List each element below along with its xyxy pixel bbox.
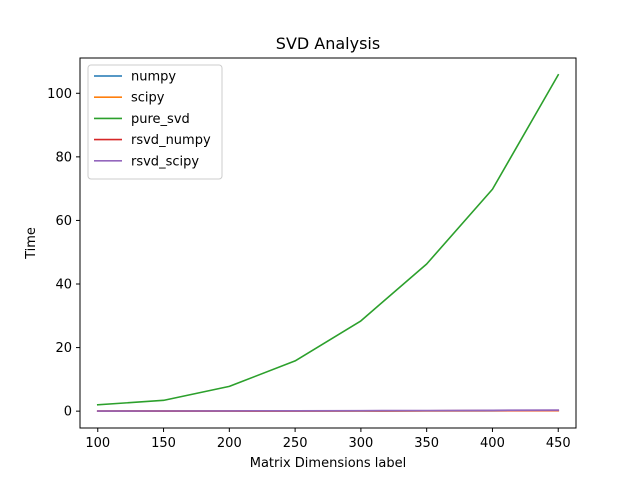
x-tick-label: 300 [348, 436, 373, 451]
x-tick-label: 250 [283, 436, 308, 451]
legend-frame [87, 64, 223, 180]
x-tick-label: 100 [85, 436, 110, 451]
x-axis-label: Matrix Dimensions label [250, 456, 407, 471]
x-tick-label: 450 [546, 436, 571, 451]
y-tick-label: 100 [47, 87, 72, 102]
x-axis-ticks: 100 150 200 250 300 350 400 450 [85, 428, 571, 451]
x-tick-label: 400 [480, 436, 505, 451]
x-tick-label: 350 [414, 436, 439, 451]
y-tick-label: 80 [55, 150, 72, 165]
legend: numpy scipy pure_svd rsvd_numpy rsvd_scipy [87, 64, 223, 180]
axes-frame [79, 57, 577, 429]
legend-label: numpy [131, 70, 176, 85]
series-layer [96, 73, 560, 412]
legend-label: pure_svd [131, 112, 190, 127]
x-tick-label: 200 [217, 436, 242, 451]
y-tick-label: 60 [55, 214, 72, 229]
chart-title: SVD Analysis [276, 34, 380, 53]
y-axis-label: Time [24, 227, 39, 260]
x-tick-label: 150 [151, 436, 176, 451]
y-tick-label: 20 [55, 341, 72, 356]
legend-label: scipy [131, 91, 165, 106]
legend-label: rsvd_scipy [131, 154, 199, 169]
y-tick-label: 0 [64, 405, 72, 420]
y-tick-label: 40 [55, 278, 72, 293]
series-line-pure-svd [96, 73, 560, 406]
legend-label: rsvd_numpy [131, 133, 211, 148]
y-axis-ticks: 0 20 40 60 80 100 [47, 87, 80, 420]
series-line-rsvd-scipy [96, 409, 560, 412]
